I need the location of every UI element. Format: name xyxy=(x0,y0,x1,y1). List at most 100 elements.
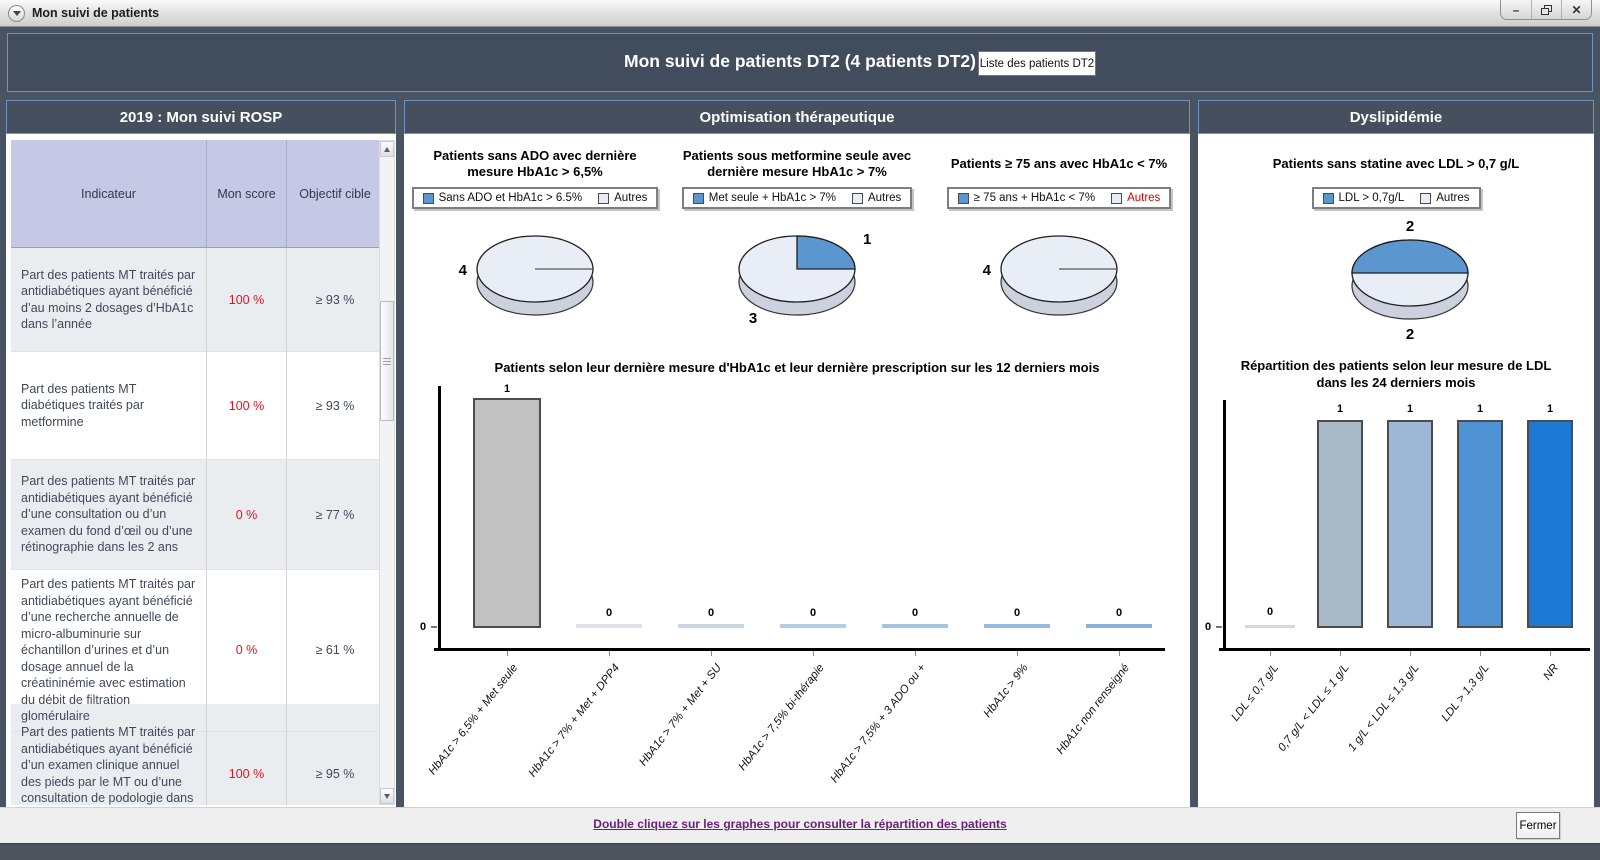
pie-label: 2 xyxy=(1406,218,1414,235)
y-axis xyxy=(438,386,441,650)
title-bar: Mon suivi de patients – ✕ xyxy=(0,0,1600,27)
chart-legend: ≥ 75 ans + HbA1c < 7% Autres xyxy=(946,187,1172,209)
cell-indicateur: Part des patients MT traités par antidia… xyxy=(11,460,207,570)
x-axis-label: LDL > 1,3 g/L xyxy=(1439,662,1492,724)
cell-objectif: ≥ 77 % xyxy=(287,460,384,570)
x-axis-label: HbA1c > 9% xyxy=(981,662,1031,721)
list-patients-button[interactable]: Liste des patients DT2 xyxy=(978,51,1096,76)
page-header: Mon suivi de patients DT2 (4 patients DT… xyxy=(7,33,1593,92)
legend-swatch-light xyxy=(851,192,863,204)
panel-dyslipidemie: Dyslipidémie Patients sans statine avec … xyxy=(1198,100,1594,807)
cell-score: 100 % xyxy=(207,352,287,460)
pie-chart-75-ans[interactable]: Patients ≥ 75 ans avec HbA1c < 7% ≥ 75 a… xyxy=(928,140,1190,370)
vertical-scrollbar[interactable] xyxy=(379,140,395,805)
minimize-button[interactable]: – xyxy=(1501,0,1531,19)
chart-title: Patients sous metformine seule avec dern… xyxy=(682,147,912,179)
restore-icon xyxy=(1541,4,1552,15)
scrollbar-thumb[interactable] xyxy=(380,301,394,421)
x-axis-tick xyxy=(609,651,610,656)
pie-3d-icon: 1 3 xyxy=(738,231,871,327)
scrollbar-up-button[interactable] xyxy=(380,141,394,157)
chart-title: Répartition des patients selon leur mesu… xyxy=(1240,358,1552,390)
y-axis xyxy=(1223,400,1226,650)
window-controls: – ✕ xyxy=(1500,0,1592,20)
y-axis-tick xyxy=(431,626,437,628)
cell-indicateur: Part des patients MT traités par antidia… xyxy=(11,704,207,805)
bar-value-label: 0 xyxy=(1266,606,1274,618)
table-row: Part des patients MT traités par antidia… xyxy=(11,460,384,570)
x-axis-label: HbA1c > 6,5% + Met seule xyxy=(426,662,521,778)
x-axis-tick xyxy=(507,651,508,656)
system-menu-button[interactable] xyxy=(8,4,25,22)
bar xyxy=(1086,624,1152,628)
pie-label: 4 xyxy=(459,262,468,279)
cell-indicateur: Part des patients MT traités par antidia… xyxy=(11,248,207,352)
bar-value-label: 1 xyxy=(1546,403,1554,415)
x-axis-tick xyxy=(1017,651,1018,656)
bar xyxy=(1317,420,1363,628)
panel-optimisation: Optimisation thérapeutique Patients sans… xyxy=(404,100,1190,807)
x-axis-label: HbA1c > 7% + Met + SU xyxy=(637,662,725,769)
table-row: Part des patients MT diabétiques traités… xyxy=(11,352,384,460)
chevron-down-icon xyxy=(12,11,21,16)
x-axis-label: LDL ≤ 0,7 g/L xyxy=(1229,662,1282,724)
bar xyxy=(1457,420,1503,628)
cell-score: 0 % xyxy=(207,460,287,570)
bar-value-label: 1 xyxy=(1336,403,1344,415)
column-header-indicateur: Indicateur xyxy=(11,140,207,248)
bar-value-label: 1 xyxy=(503,383,511,395)
pie-3d-icon: 2 2 xyxy=(1351,218,1469,343)
rosp-table: Indicateur Mon score Objectif cible Part… xyxy=(11,140,384,805)
panel-optimisation-title: Optimisation thérapeutique xyxy=(404,100,1190,134)
bar-value-label: 0 xyxy=(1013,607,1021,619)
footer-bar: Double cliquez sur les graphes pour cons… xyxy=(0,807,1600,843)
bar xyxy=(473,398,541,628)
pie-chart-met-seule[interactable]: Patients sous metformine seule avec dern… xyxy=(666,140,928,370)
scrollbar-down-button[interactable] xyxy=(380,788,394,804)
legend-label: Autres xyxy=(1436,192,1470,204)
bar xyxy=(1527,420,1573,628)
restore-button[interactable] xyxy=(1531,0,1561,19)
x-axis-tick xyxy=(1480,651,1481,656)
minimize-icon: – xyxy=(1512,2,1520,17)
x-axis-label: HbA1c > 7,5% + 3 ADO ou + xyxy=(828,662,929,786)
legend-label: Autres xyxy=(614,192,648,204)
legend-swatch-light xyxy=(1420,192,1432,204)
x-axis-label: HbA1c non renseigné xyxy=(1054,662,1133,757)
bar-value-label: 1 xyxy=(1476,403,1484,415)
bar xyxy=(1387,420,1433,628)
cell-indicateur: Part des patients MT diabétiques traités… xyxy=(11,352,207,460)
x-axis-tick xyxy=(711,651,712,656)
bar-value-label: 0 xyxy=(605,607,613,619)
pie-row: Patients sans statine avec LDL > 0,7 g/L… xyxy=(1198,140,1594,370)
pie-chart-ldl[interactable]: Patients sans statine avec LDL > 0,7 g/L… xyxy=(1198,140,1594,370)
bar xyxy=(780,624,846,628)
legend-label: LDL > 0,7g/L xyxy=(1338,192,1405,204)
chart-title: Patients sans statine avec LDL > 0,7 g/L xyxy=(1272,155,1520,171)
bar xyxy=(678,624,744,628)
chart-title: Patients sans ADO avec dernière mesure H… xyxy=(433,147,637,179)
cell-score: 100 % xyxy=(207,248,287,352)
x-axis-tick xyxy=(1410,651,1411,656)
bar-value-label: 0 xyxy=(1115,607,1123,619)
fermer-button[interactable]: Fermer xyxy=(1516,812,1560,839)
close-button[interactable]: ✕ xyxy=(1561,0,1591,19)
x-axis-label: HbA1c > 7,5% bi-thérapie xyxy=(736,662,827,773)
pie-label: 3 xyxy=(749,310,757,327)
x-axis xyxy=(1219,648,1590,651)
x-axis-label: 1 g/L < LDL ≤ 1,3 g/L xyxy=(1345,662,1422,754)
bar xyxy=(576,624,642,628)
window-title: Mon suivi de patients xyxy=(32,6,160,20)
x-axis-tick xyxy=(813,651,814,656)
x-axis-tick xyxy=(1340,651,1341,656)
arrow-up-icon xyxy=(384,146,390,152)
legend-label: Met seule + HbA1c > 7% xyxy=(708,192,836,204)
x-axis-tick xyxy=(1270,651,1271,656)
legend-label: Autres xyxy=(867,192,902,204)
x-axis-label: NR xyxy=(1541,662,1562,683)
pie-3d-icon: 4 xyxy=(459,235,594,316)
legend-label: Autres xyxy=(1127,192,1161,204)
pie-label: 2 xyxy=(1406,326,1414,343)
pie-chart-sans-ado[interactable]: Patients sans ADO avec dernière mesure H… xyxy=(404,140,666,370)
